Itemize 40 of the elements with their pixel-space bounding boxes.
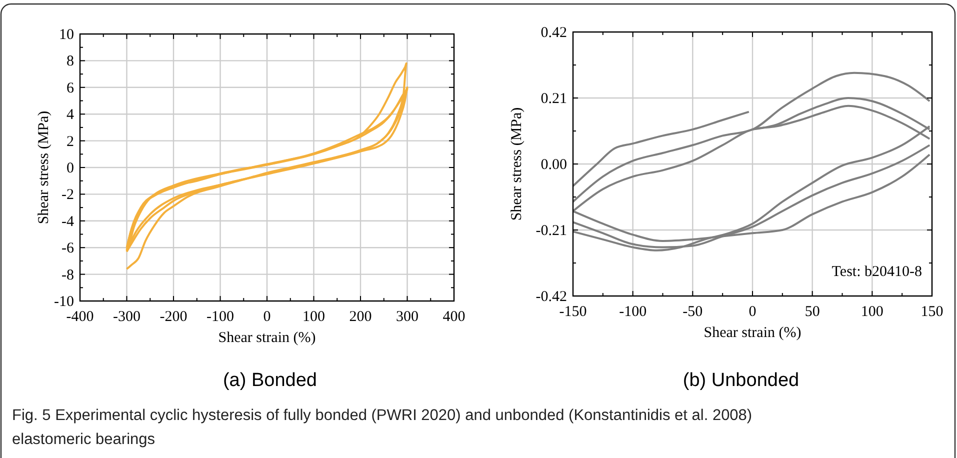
y-tick-label: 0.21 bbox=[540, 91, 567, 107]
y-tick-label: -4 bbox=[62, 214, 74, 230]
y-axis-title: Shear stress (MPa) bbox=[36, 110, 52, 224]
x-tick-label: 300 bbox=[396, 309, 418, 325]
y-tick-label: 6 bbox=[66, 80, 74, 96]
y-tick-label: -8 bbox=[62, 267, 74, 284]
x-tick-label: -50 bbox=[682, 304, 703, 320]
y-tick-label: -6 bbox=[62, 240, 74, 257]
annotation: Test: b20410-8 bbox=[832, 264, 922, 280]
x-axis-title: Shear strain (%) bbox=[218, 330, 316, 346]
x-tick-label: 0 bbox=[748, 304, 756, 320]
text: (a) Bonded bbox=[222, 370, 318, 391]
text: (b) Unbonded bbox=[682, 370, 800, 391]
x-tick-label: -200 bbox=[160, 309, 188, 325]
x-tick-label: 50 bbox=[804, 304, 820, 320]
y-tick-label: -2 bbox=[62, 187, 74, 204]
y-tick-label: 8 bbox=[66, 54, 74, 70]
y-tick-label: 4 bbox=[66, 107, 74, 124]
y-tick-label: 10 bbox=[59, 27, 74, 43]
y-axis-title: Shear stress (MPa) bbox=[509, 107, 525, 221]
x-tick-label: -100 bbox=[619, 304, 647, 320]
x-tick-label: 200 bbox=[349, 309, 372, 325]
x-axis-title: Shear strain (%) bbox=[704, 325, 802, 341]
x-tick-label: 150 bbox=[920, 304, 944, 320]
y-tick-label: -0.21 bbox=[536, 223, 567, 239]
y-tick-label: 2 bbox=[66, 134, 74, 150]
x-tick-label: -300 bbox=[113, 309, 140, 325]
x-tick-label: 100 bbox=[302, 309, 325, 325]
caption: Fig. 5 Experimental cyclic hysteresis of fully bonded (PWRI 2020) and unbonded (Konstantinidis et al. 2008) elastomeric bearings bbox=[12, 407, 752, 448]
y-tick-label: -10 bbox=[54, 294, 74, 310]
y-tick-label: -0.42 bbox=[536, 289, 567, 305]
x-tick-label: -400 bbox=[66, 309, 94, 325]
x-tick-label: -150 bbox=[559, 304, 587, 320]
x-tick-label: 0 bbox=[263, 309, 271, 325]
x-tick-label: 100 bbox=[860, 304, 884, 320]
x-tick-label: -100 bbox=[206, 309, 234, 325]
y-tick-label: 0.00 bbox=[540, 157, 567, 173]
y-tick-label: 0 bbox=[66, 160, 74, 176]
y-tick-label: 0.42 bbox=[540, 25, 567, 41]
x-tick-label: 400 bbox=[442, 309, 466, 325]
